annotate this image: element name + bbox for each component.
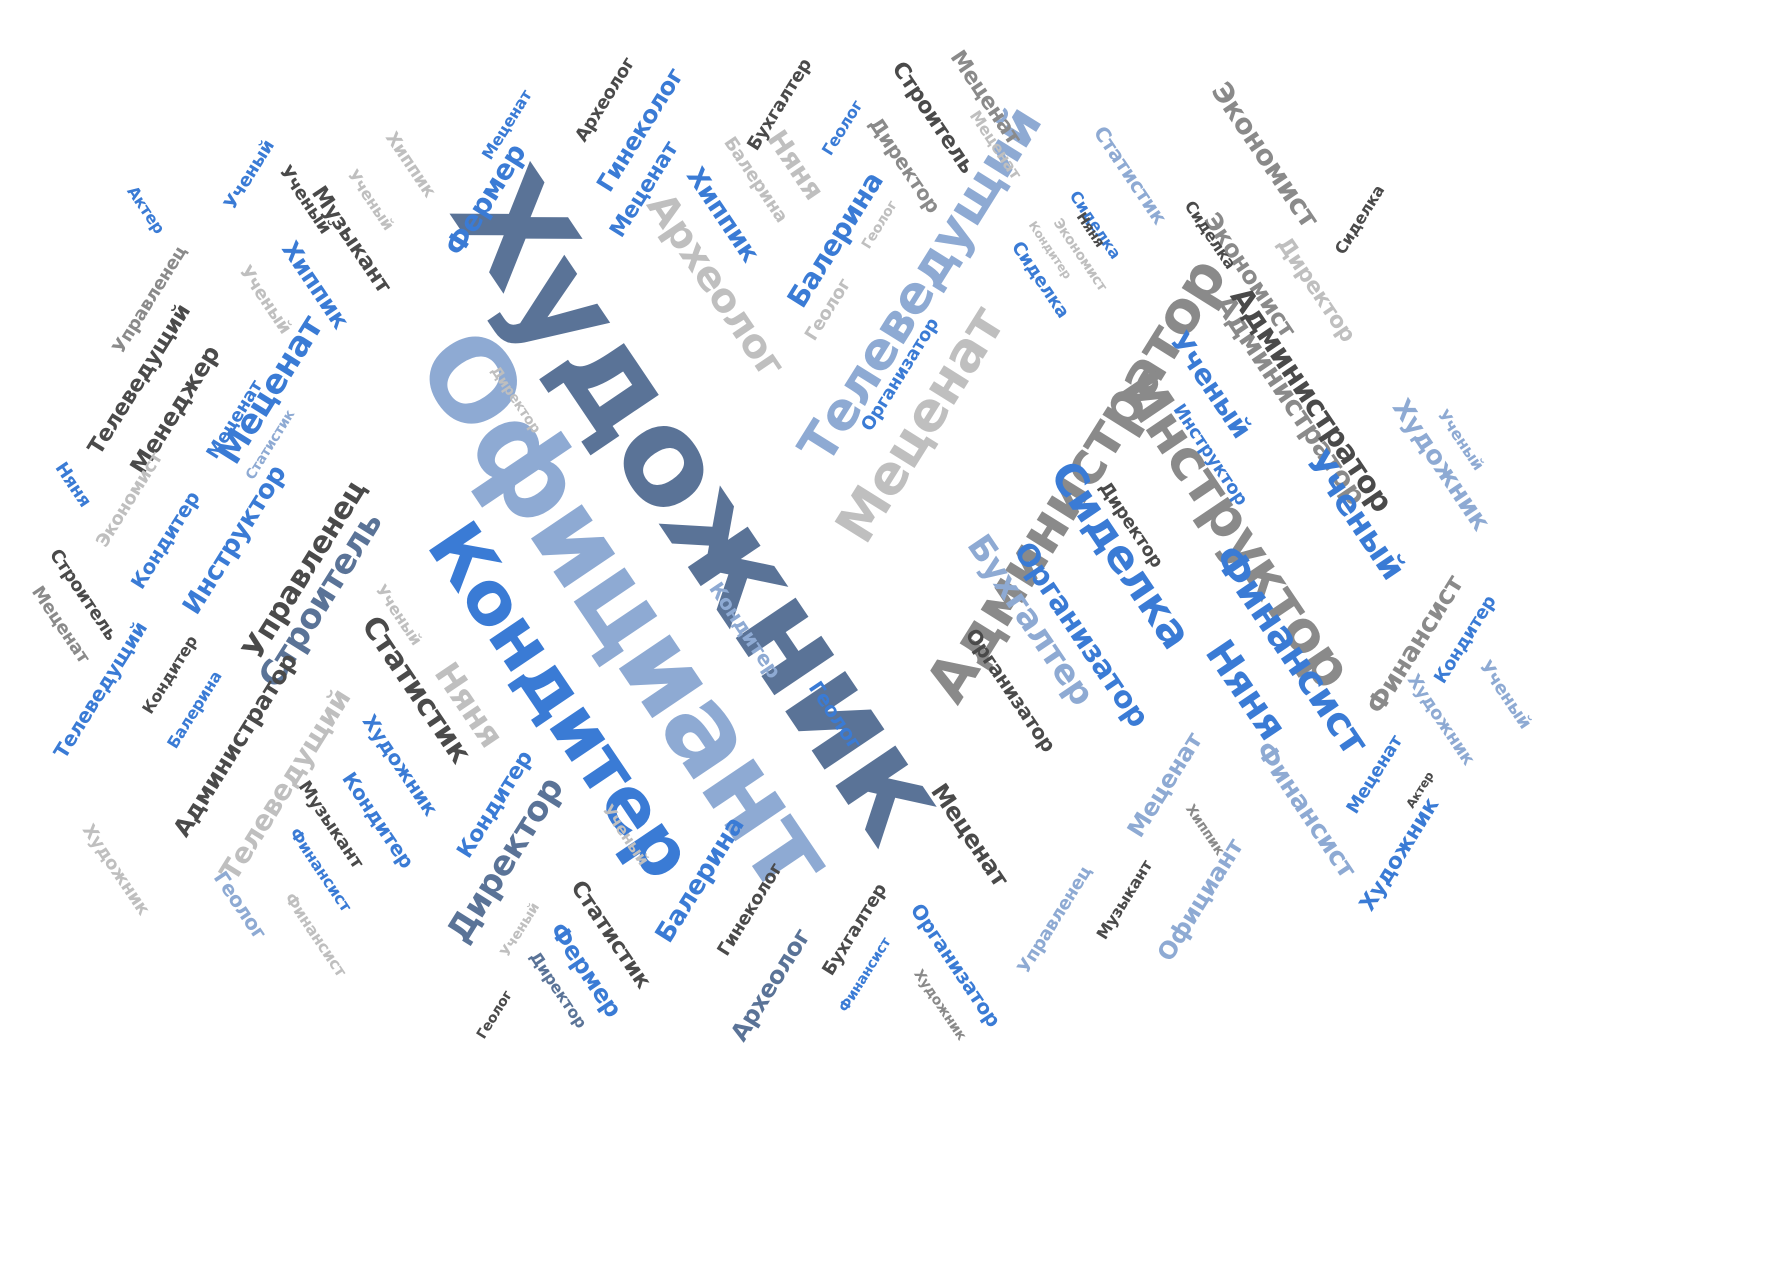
- cloud-word: Организатор: [905, 898, 1006, 1032]
- cloud-word: Художник: [77, 820, 154, 920]
- cloud-word: Официант: [1151, 833, 1249, 967]
- cloud-word: Хиппик: [381, 128, 440, 202]
- cloud-word: Художник: [1355, 793, 1445, 916]
- cloud-word: Ученый: [219, 136, 279, 214]
- cloud-word: Геолог: [817, 96, 866, 159]
- cloud-word: Актер: [122, 182, 169, 238]
- cloud-word: Меценат: [925, 778, 1015, 892]
- cloud-word: Сиделка: [1330, 181, 1389, 258]
- cloud-word: Няня: [50, 458, 95, 511]
- cloud-word: Статистик: [1088, 121, 1172, 229]
- cloud-word: Ученый: [1474, 656, 1536, 733]
- cloud-word: Геолог: [473, 988, 516, 1042]
- cloud-word: Хиппик: [1182, 801, 1228, 859]
- cloud-word: Экономист: [1204, 75, 1326, 234]
- cloud-word: Музыкант: [1092, 856, 1157, 943]
- cloud-word: Ученый: [234, 261, 296, 338]
- cloud-word: Управленец: [1012, 862, 1096, 978]
- cloud-word: Художник: [1402, 670, 1479, 770]
